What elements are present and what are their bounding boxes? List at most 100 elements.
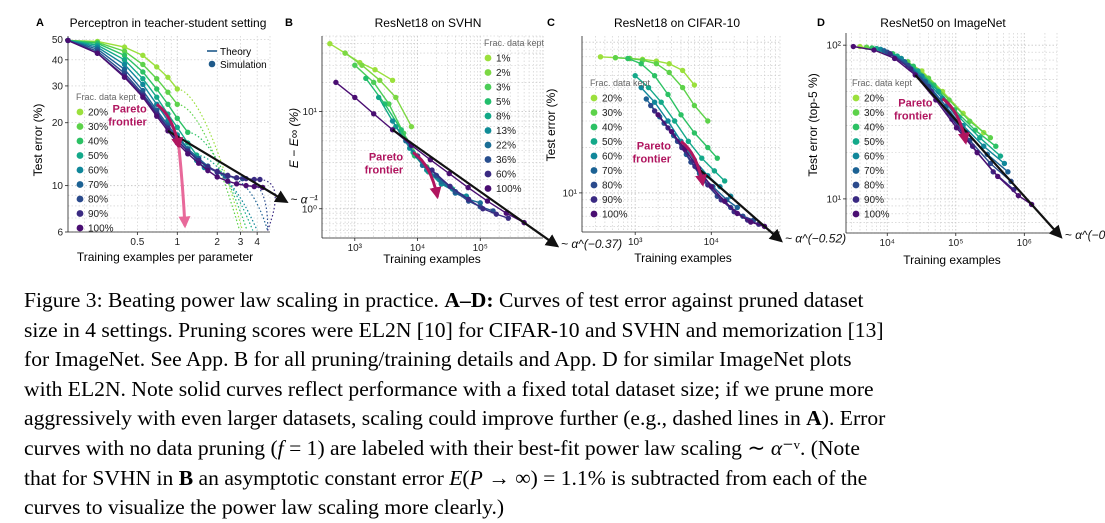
data-point (389, 77, 396, 83)
figure-caption: Figure 3: Beating power law scaling in p… (24, 286, 1086, 523)
data-point (477, 200, 483, 206)
data-point (363, 75, 369, 82)
data-point (480, 206, 486, 212)
legend-label: 100% (602, 210, 628, 221)
legend-swatch (484, 141, 492, 149)
legend-swatch (484, 83, 492, 91)
series-line (67, 39, 189, 133)
y-tick-label: 30 (52, 81, 64, 92)
data-point (393, 94, 399, 101)
legend-label: 13% (496, 126, 516, 137)
x-axis-label: Training examples (903, 253, 1001, 267)
data-point (993, 143, 999, 149)
caption-line: for ImageNet. See App. B for all pruning… (24, 345, 1086, 375)
data-point (65, 37, 71, 44)
legend-label: 70% (88, 180, 108, 191)
caption-line: curves with no data pruning (f = 1) are … (24, 434, 1086, 464)
data-point (243, 182, 249, 189)
data-point (446, 170, 452, 177)
legend-label: 50% (602, 137, 622, 148)
legend-label: 90% (602, 195, 622, 206)
caption-line: aggressively with even larger datasets, … (24, 404, 1086, 434)
data-point (493, 211, 499, 217)
legend-label: 100% (88, 224, 114, 235)
simulation-legend-label: Simulation (220, 60, 267, 71)
caption-segment: ⁻ᵛ. (Note (782, 435, 860, 460)
data-point (668, 128, 675, 135)
legend-swatch (852, 181, 860, 189)
legend-label: 50% (864, 137, 884, 148)
caption-segment: ). Error (821, 406, 886, 431)
caption-line: with EL2N. Note solid curves reflect per… (24, 375, 1086, 405)
legend-swatch (76, 166, 84, 174)
power-law-fit-arrow (697, 167, 783, 243)
data-point (370, 79, 377, 86)
legend-label: 100% (496, 184, 522, 195)
plot-area: 10³ 10⁴ 10⁵ 10⁰ 10¹ ~ α^(−0.37) Paretofrontier… (302, 35, 622, 254)
data-point (327, 40, 333, 47)
data-point (225, 172, 231, 179)
data-point (185, 129, 191, 135)
legend-title: Frac. data kept (484, 38, 545, 48)
legend-swatch (484, 170, 492, 178)
x-axis-label: Training examples (634, 251, 732, 265)
series-line (634, 75, 726, 182)
data-point (154, 86, 160, 92)
scaling-label: ~ α^(−0.57) (1065, 228, 1105, 242)
gridlines (581, 36, 781, 232)
legend-swatch (76, 137, 84, 145)
legend-label: 36% (496, 155, 516, 166)
data-point (333, 79, 339, 86)
legend-swatch (590, 109, 598, 116)
chart-title: ResNet18 on SVHN (375, 16, 482, 30)
legend-swatch (484, 69, 492, 76)
legend-label: 20% (864, 94, 884, 105)
legend-label: 70% (864, 166, 884, 177)
caption-segment: Figure 3: Beating power law scaling in p… (24, 288, 445, 312)
legend-swatch (852, 109, 860, 116)
y-tick-label: 50 (52, 35, 64, 46)
legend-label: 1% (496, 54, 511, 65)
legend-label: 80% (88, 195, 108, 206)
data-point (465, 184, 471, 191)
power-law-fit-arrow (167, 129, 289, 203)
pareto-frontier-arrow (412, 151, 442, 200)
data-point (484, 198, 491, 204)
y-tick-label: 10 (52, 181, 64, 192)
data-point (850, 43, 857, 50)
panel-letter: C (547, 17, 555, 29)
data-point (121, 48, 128, 54)
pareto-frontier-label: frontier (365, 164, 404, 176)
legend-label: 40% (602, 123, 622, 134)
caption-line: size in 4 settings. Pruning scores were … (24, 316, 1086, 346)
legend-swatch (76, 195, 84, 203)
data-point (174, 101, 180, 108)
y-tick-label: 10¹ (303, 107, 318, 118)
legend-label: 50% (88, 151, 108, 162)
legend-swatch (590, 152, 598, 160)
data-point (154, 64, 160, 70)
figure-3: A Perceptron in teacher-student setting … (31, 16, 1105, 267)
data-point (987, 160, 994, 167)
pareto-frontier-label: Pareto (898, 97, 933, 109)
data-point (734, 204, 741, 211)
y-axis-label: Test error (top-5 %) (806, 73, 820, 176)
data-point (679, 67, 686, 74)
legend-swatch (484, 98, 492, 105)
caption-segment: ( (462, 465, 470, 490)
legend-label: 60% (864, 152, 884, 163)
data-point (165, 89, 171, 95)
caption-segment: Curves of test error against pruned data… (493, 288, 864, 312)
data-point (714, 155, 721, 161)
x-tick-label: 0.5 (130, 237, 144, 248)
panel-b: B ResNet18 on SVHN Training examples E −… (285, 16, 622, 266)
x-tick-label: 10⁵ (948, 238, 963, 249)
legend-swatch (484, 185, 492, 192)
data-point (174, 115, 180, 121)
data-point (121, 66, 128, 73)
data-point (121, 44, 128, 50)
data-point (655, 112, 661, 118)
pareto-frontier-label: Pareto (112, 103, 147, 115)
data-point (257, 176, 263, 183)
